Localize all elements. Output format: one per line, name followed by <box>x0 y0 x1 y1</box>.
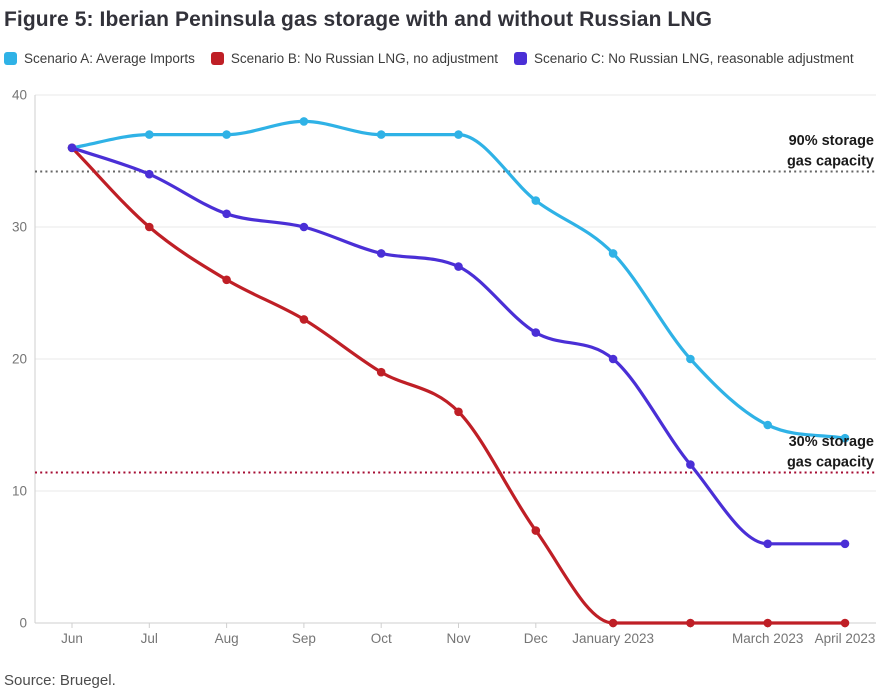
data-point-c-1 <box>145 169 154 179</box>
series-line-b <box>70 146 847 625</box>
legend-swatch-scenario-a <box>4 51 17 65</box>
data-point-c-6 <box>531 328 541 337</box>
y-tick-label-20: 20 <box>12 352 27 367</box>
data-point-b-6 <box>531 526 541 535</box>
data-point-b-3 <box>299 315 309 324</box>
series-b <box>67 143 850 628</box>
figure-title: Figure 5: Iberian Peninsula gas storage … <box>4 8 713 31</box>
series-c <box>67 143 850 549</box>
series-a <box>67 117 850 443</box>
legend-label-scenario-c: Scenario C: No Russian LNG, reasonable a… <box>534 50 854 66</box>
data-point-c-4 <box>376 249 386 258</box>
chart-legend: Scenario A: Average Imports Scenario B: N… <box>4 48 896 68</box>
data-point-b-2 <box>222 275 231 285</box>
legend-label-scenario-b: Scenario B: No Russian LNG, no adjustmen… <box>230 50 498 66</box>
legend-item-scenario-c: Scenario C: No Russian LNG, reasonable a… <box>514 51 854 66</box>
y-tick-label-0: 0 <box>19 616 27 631</box>
x-tick-label-2: Aug <box>215 631 239 646</box>
x-tick-label-7: January 2023 <box>572 631 654 646</box>
data-point-b-9 <box>763 618 772 628</box>
threshold-label-1-line-1: gas capacity <box>787 455 874 471</box>
line-chart: 0 10 20 30 40 Jun Jul Aug Sep Oct Nov Dec January 20… <box>12 88 876 646</box>
x-tick-label-10: April 2023 <box>815 631 876 646</box>
x-tick-label-4: Oct <box>371 631 392 646</box>
grid: 0 10 20 30 40 <box>12 88 876 631</box>
legend-swatch-scenario-c <box>514 51 527 65</box>
data-point-b-8 <box>686 618 695 628</box>
data-point-a-3 <box>299 117 309 126</box>
x-tick-label-1: Jul <box>141 631 158 646</box>
data-point-c-8 <box>686 460 695 469</box>
data-point-b-1 <box>145 222 154 232</box>
data-point-c-10 <box>840 539 850 549</box>
legend-label-scenario-a: Scenario A: Average Imports <box>24 50 195 66</box>
data-point-a-10 <box>840 433 850 443</box>
data-point-c-5 <box>454 262 463 271</box>
x-tick-label-9: March 2023 <box>732 631 803 646</box>
data-point-a-5 <box>454 130 463 139</box>
data-point-b-5 <box>454 407 463 417</box>
data-point-b-7 <box>608 618 618 628</box>
series-line-a <box>70 119 847 440</box>
y-tick-label-30: 30 <box>12 220 27 235</box>
series-line-c <box>70 146 847 546</box>
x-tick-label-0: Jun <box>61 631 83 646</box>
data-point-c-7 <box>608 354 618 364</box>
legend-item-scenario-b: Scenario B: No Russian LNG, no adjustmen… <box>210 50 498 66</box>
data-point-a-7 <box>608 249 618 258</box>
threshold-label-0-line-1: gas capacity <box>787 154 874 170</box>
source-note: Source: Bruegel. <box>4 672 116 689</box>
data-point-a-6 <box>531 196 541 205</box>
x-axis: Jun Jul Aug Sep Oct Nov Dec January 2023 March 2… <box>61 623 875 646</box>
data-point-c-9 <box>763 539 772 549</box>
x-tick-label-6: Dec <box>524 631 548 646</box>
x-tick-label-3: Sep <box>292 631 316 646</box>
data-point-a-9 <box>763 420 772 430</box>
legend-item-scenario-a: Scenario A: Average Imports <box>4 51 195 66</box>
threshold-label-0-line-0: 90% storage <box>789 133 874 149</box>
thresholds <box>35 170 876 474</box>
data-point-b-4 <box>376 367 386 377</box>
data-point-a-2 <box>222 130 231 139</box>
threshold-label-1-line-0: 30% storage <box>789 434 874 450</box>
x-tick-label-5: Nov <box>446 631 470 646</box>
data-point-a-8 <box>686 354 695 364</box>
y-tick-label-40: 40 <box>12 88 27 103</box>
data-point-c-3 <box>299 222 309 232</box>
y-tick-label-10: 10 <box>12 484 27 499</box>
data-point-c-2 <box>222 209 231 219</box>
data-point-c-0 <box>67 143 77 153</box>
data-point-b-10 <box>840 618 850 628</box>
data-point-a-1 <box>145 130 154 139</box>
threshold-annotations: 90% storage gas capacity 30% storage gas ca… <box>787 133 874 470</box>
data-point-a-4 <box>376 130 386 139</box>
legend-swatch-scenario-b <box>210 51 224 65</box>
